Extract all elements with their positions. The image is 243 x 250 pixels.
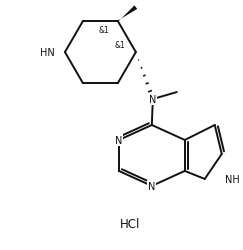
Text: HCl: HCl (120, 218, 140, 230)
Text: N: N (149, 95, 156, 104)
Polygon shape (118, 6, 137, 22)
Text: N: N (148, 181, 156, 191)
Text: N: N (115, 136, 122, 145)
Text: NH: NH (225, 174, 240, 184)
Text: HN: HN (40, 48, 55, 58)
Text: &1: &1 (114, 40, 125, 50)
Text: &1: &1 (98, 26, 109, 35)
